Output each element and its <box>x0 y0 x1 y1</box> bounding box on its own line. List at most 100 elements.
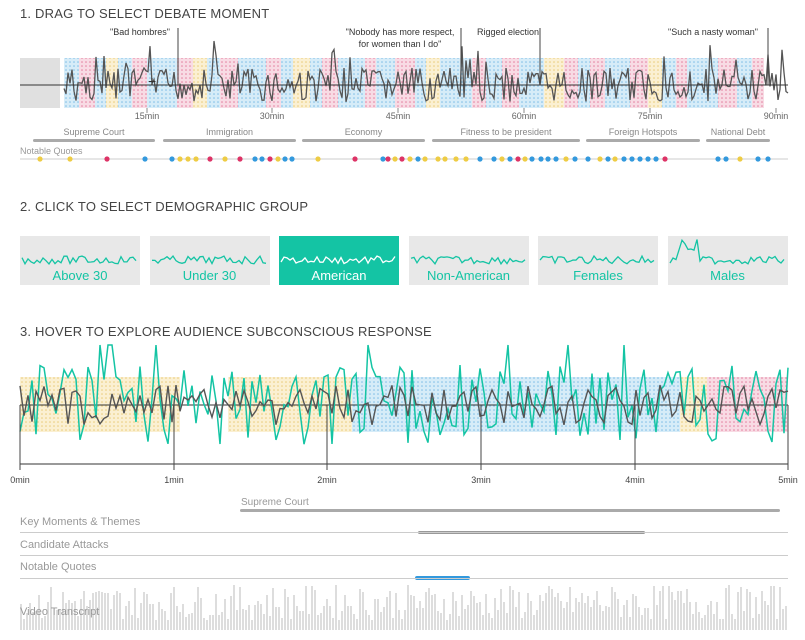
transcript-bar[interactable] <box>143 592 145 630</box>
transcript-bar[interactable] <box>182 604 184 630</box>
transcript-bar[interactable] <box>680 591 682 630</box>
transcript-bar[interactable] <box>779 587 781 630</box>
transcript-bar[interactable] <box>758 614 760 630</box>
notable-quote-dot[interactable] <box>252 156 258 162</box>
transcript-bar[interactable] <box>368 615 370 630</box>
transcript-bar[interactable] <box>554 597 556 630</box>
transcript-bar[interactable] <box>443 599 445 630</box>
transcript-bar[interactable] <box>227 619 229 630</box>
transcript-bar[interactable] <box>563 608 565 630</box>
transcript-bar[interactable] <box>698 612 700 630</box>
notable-quote-dot[interactable] <box>538 156 544 162</box>
notable-quote-dot[interactable] <box>259 156 265 162</box>
transcript-bar[interactable] <box>317 615 319 630</box>
transcript-bar[interactable] <box>98 591 100 630</box>
transcript-bar[interactable] <box>614 592 616 630</box>
transcript-bar[interactable] <box>311 586 313 630</box>
notable-quote-dot[interactable] <box>177 156 183 162</box>
transcript-bar[interactable] <box>284 589 286 630</box>
notable-quote-dot[interactable] <box>737 156 743 162</box>
notable-quote-dot[interactable] <box>765 156 771 162</box>
transcript-bar[interactable] <box>140 603 142 630</box>
transcript-bar[interactable] <box>647 608 649 630</box>
transcript-bar[interactable] <box>731 614 733 630</box>
transcript-bar[interactable] <box>668 586 670 630</box>
transcript-bar[interactable] <box>86 606 88 630</box>
transcript-bar[interactable] <box>20 604 22 630</box>
transcript-bar[interactable] <box>728 585 730 630</box>
notable-quote-dot[interactable] <box>515 156 521 162</box>
transcript-bar[interactable] <box>326 599 328 630</box>
notable-quote-dot[interactable] <box>422 156 428 162</box>
transcript-bar[interactable] <box>308 614 310 630</box>
notable-quote-dot[interactable] <box>491 156 497 162</box>
notable-quote-dot[interactable] <box>612 156 618 162</box>
transcript-bar[interactable] <box>767 605 769 630</box>
notable-quote-dot[interactable] <box>185 156 191 162</box>
transcript-bar[interactable] <box>413 596 415 630</box>
transcript-bar[interactable] <box>776 619 778 630</box>
transcript-bar[interactable] <box>473 596 475 630</box>
transcript-bar[interactable] <box>629 617 631 630</box>
transcript-bar[interactable] <box>134 588 136 630</box>
demographic-groups[interactable]: Above 30 Under 30 American Non-American Fema… <box>20 236 788 285</box>
transcript-bar[interactable] <box>782 609 784 630</box>
transcript-bar[interactable] <box>272 588 274 630</box>
transcript-bar[interactable] <box>761 591 763 630</box>
transcript-bar[interactable] <box>179 612 181 630</box>
transcript-bar[interactable] <box>737 592 739 630</box>
transcript-bar[interactable] <box>548 586 550 630</box>
transcript-bar[interactable] <box>677 591 679 630</box>
transcript-bar[interactable] <box>245 610 247 630</box>
transcript-bar[interactable] <box>593 600 595 630</box>
transcript-bar[interactable] <box>704 615 706 630</box>
transcript-bar[interactable] <box>155 620 157 630</box>
transcript-bar[interactable] <box>755 597 757 630</box>
transcript-bar[interactable] <box>320 613 322 630</box>
notable-quote-dot[interactable] <box>637 156 643 162</box>
transcript-bar[interactable] <box>500 589 502 630</box>
transcript-bar[interactable] <box>770 586 772 630</box>
transcript-bar[interactable] <box>749 592 751 630</box>
transcript-bar[interactable] <box>419 601 421 630</box>
transcript-bar[interactable] <box>431 595 433 630</box>
transcript-bar[interactable] <box>269 616 271 630</box>
transcript-bar[interactable] <box>428 588 430 630</box>
transcript-bar[interactable] <box>476 603 478 630</box>
transcript-bar[interactable] <box>422 608 424 630</box>
notable-quote-dot[interactable] <box>222 156 228 162</box>
transcript-bar[interactable] <box>575 598 577 630</box>
topic-bar[interactable] <box>163 139 296 142</box>
notable-quote-dot[interactable] <box>653 156 659 162</box>
topic-bar[interactable] <box>33 139 155 142</box>
notable-quote-dot[interactable] <box>629 156 635 162</box>
transcript-bar[interactable] <box>542 601 544 630</box>
notable-quote-dot[interactable] <box>142 156 148 162</box>
transcript-bar[interactable] <box>740 587 742 630</box>
transcript-bar[interactable] <box>686 589 688 630</box>
transcript-bar[interactable] <box>602 611 604 630</box>
transcript-bar[interactable] <box>701 618 703 630</box>
transcript-bar[interactable] <box>719 619 721 630</box>
transcript-bar[interactable] <box>230 596 232 630</box>
transcript-bar[interactable] <box>362 592 364 630</box>
transcript-bar[interactable] <box>764 601 766 630</box>
transcript-bar[interactable] <box>77 616 79 630</box>
transcript-bar[interactable] <box>71 603 73 630</box>
notable-quote-dot[interactable] <box>289 156 295 162</box>
transcript-bar[interactable] <box>386 597 388 630</box>
transcript-bar[interactable] <box>545 593 547 630</box>
transcript-bar[interactable] <box>665 619 667 630</box>
transcript-bar[interactable] <box>152 604 154 630</box>
transcript-bar[interactable] <box>332 618 334 630</box>
transcript-bar[interactable] <box>692 614 694 630</box>
transcript-bar[interactable] <box>128 601 130 630</box>
transcript-bar[interactable] <box>641 615 643 630</box>
transcript-bar[interactable] <box>53 615 55 630</box>
transcript-bar[interactable] <box>557 593 559 630</box>
transcript-bar[interactable] <box>533 615 535 630</box>
topic-bar[interactable] <box>302 139 425 142</box>
transcript-bar[interactable] <box>518 592 520 630</box>
transcript-bar[interactable] <box>74 601 76 630</box>
notable-quote-dot[interactable] <box>597 156 603 162</box>
